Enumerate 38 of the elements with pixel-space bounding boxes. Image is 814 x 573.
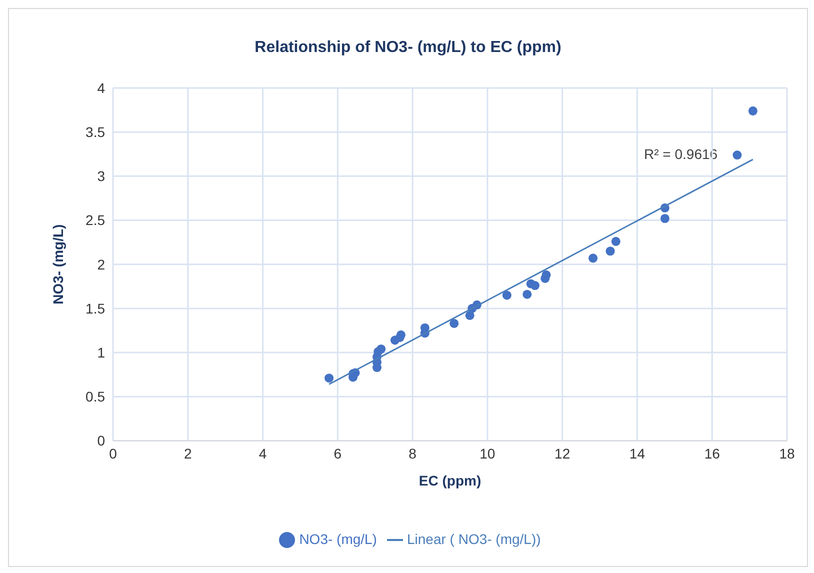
y-tick-label: 2.5	[86, 212, 106, 228]
y-tick-label: 0.5	[86, 388, 106, 405]
x-tick-label: 0	[109, 446, 118, 462]
point	[588, 254, 598, 263]
x-tick-label: 14	[629, 446, 646, 462]
x-tick-label: 16	[704, 446, 720, 462]
x-tick-label: 12	[554, 446, 570, 462]
point	[450, 318, 459, 328]
y-tick-label: 2	[97, 256, 106, 272]
x-tick-label: 8	[408, 446, 417, 462]
x-axis-title: EC (ppm)	[418, 472, 482, 489]
x-tick-label: 2	[184, 446, 192, 462]
y-axis-title: NO3- (mg/L)	[50, 224, 66, 304]
y-tick-label: 1.5	[86, 300, 106, 316]
point	[748, 106, 758, 116]
x-tick-label: 18	[779, 446, 795, 462]
x-tick-label: 10	[480, 446, 496, 462]
point	[502, 290, 512, 300]
y-tick-label: 3.5	[86, 124, 106, 140]
point	[530, 281, 540, 290]
y-tick-label: 0	[97, 432, 106, 449]
y-tick-label: 1	[97, 344, 106, 360]
y-tick-label: 3	[97, 168, 106, 184]
y-tick-label: 4	[97, 80, 106, 96]
point	[606, 246, 615, 256]
annotation: R² = 0.9616	[644, 146, 718, 162]
point	[376, 344, 386, 354]
x-tick-label: 4	[258, 446, 267, 462]
x-tick-label: 6	[334, 446, 342, 462]
point	[660, 214, 670, 224]
legend-label: NO3- (mg/L)	[299, 530, 377, 547]
legend-label: Linear ( NO3- (mg/L))	[406, 530, 541, 547]
point	[324, 374, 334, 383]
point	[732, 150, 742, 160]
chart-title: Relationship of NO3- (mg/L) to EC (ppm)	[254, 39, 562, 58]
point	[611, 236, 620, 246]
point	[522, 290, 532, 299]
point	[395, 333, 404, 342]
